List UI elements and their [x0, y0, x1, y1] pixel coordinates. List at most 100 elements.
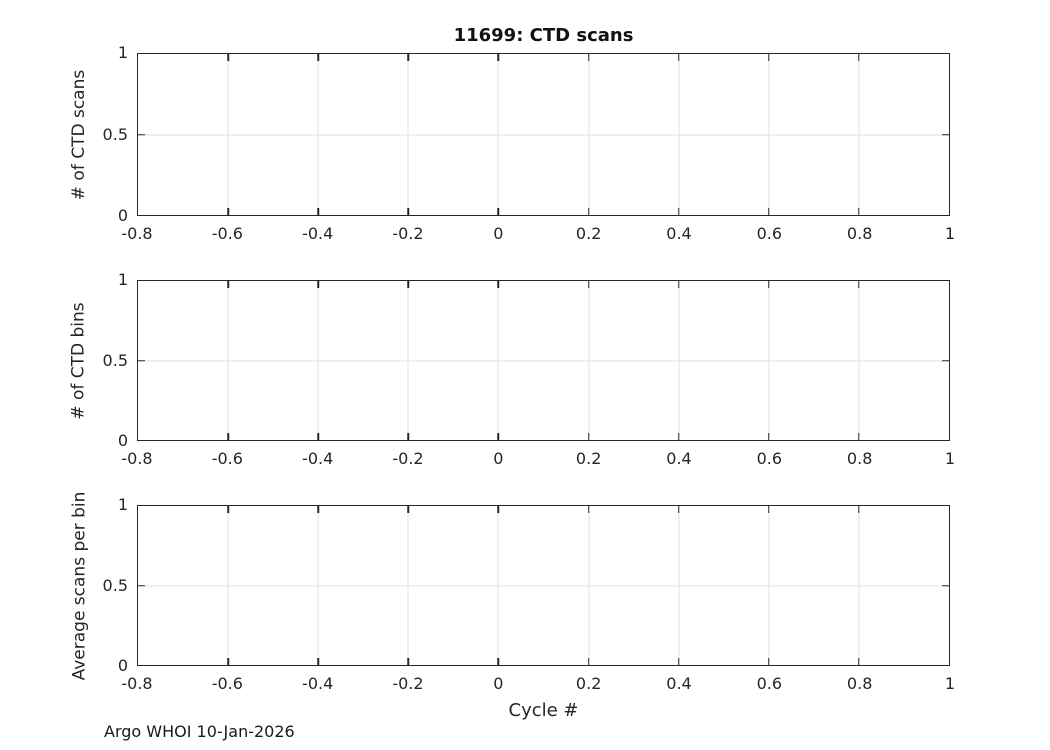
y-tick-mark — [942, 584, 949, 587]
x-tick-mark — [587, 208, 590, 215]
x-tick-label: 0.2 — [575, 449, 602, 468]
x-tick-mark — [768, 506, 770, 513]
y-tick-label: 0 — [117, 206, 128, 225]
y-gridline — [138, 585, 949, 586]
x-tick-mark — [407, 208, 410, 215]
x-tick-mark — [858, 208, 860, 215]
x-tick-mark — [497, 208, 500, 215]
x-tick-mark — [677, 54, 680, 61]
x-tick-label: 0 — [493, 224, 504, 243]
x-tick-label: 0.4 — [666, 224, 692, 243]
x-tick-mark — [677, 281, 680, 288]
x-tick-mark — [858, 658, 860, 665]
subplot-ctd-scans: # of CTD scans 0 0.5 1 -0.8 -0.6 -0.4 -0.2 0 0.… — [0, 45, 1050, 243]
x-tick-label: -0.6 — [211, 224, 243, 243]
y-tick-label: 0 — [117, 431, 128, 450]
y-tick-mark — [138, 133, 145, 136]
x-tick-mark — [858, 433, 860, 440]
x-tick-label: 0.8 — [846, 449, 873, 468]
x-tick-label: 0.2 — [575, 224, 602, 243]
x-tick-labels: -0.8 -0.6 -0.4 -0.2 0 0.2 0.4 0.6 0.8 1 — [121, 674, 955, 697]
x-tick-mark — [497, 433, 500, 440]
x-tick-mark — [407, 281, 410, 288]
y-tick-labels: 0 0.5 1 — [0, 272, 128, 449]
x-tick-label: -0.4 — [302, 674, 334, 693]
y-tick-label: 1 — [117, 43, 128, 62]
figure-title: 11699: CTD scans — [453, 25, 634, 46]
x-tick-label: -0.2 — [392, 224, 424, 243]
x-tick-label: -0.2 — [392, 674, 424, 693]
x-tick-label: -0.8 — [121, 449, 153, 468]
x-tick-label: -0.8 — [121, 674, 153, 693]
x-tick-mark — [317, 658, 319, 665]
x-tick-mark — [407, 658, 410, 665]
x-tick-mark — [858, 54, 860, 61]
x-tick-mark — [677, 208, 680, 215]
x-tick-mark — [407, 433, 410, 440]
x-tick-label: 0.6 — [756, 224, 783, 243]
x-tick-mark — [587, 506, 590, 513]
x-tick-mark — [497, 54, 500, 61]
x-tick-mark — [227, 506, 229, 513]
plot-area — [137, 280, 950, 441]
x-tick-mark — [227, 433, 229, 440]
y-gridline — [138, 360, 949, 361]
y-tick-label: 0.5 — [102, 350, 128, 370]
x-tick-label: 0.8 — [846, 674, 873, 693]
x-tick-mark — [587, 433, 590, 440]
x-tick-label: -0.8 — [121, 224, 153, 243]
x-tick-mark — [317, 281, 319, 288]
x-tick-mark — [768, 433, 770, 440]
x-tick-label: 0.6 — [756, 449, 783, 468]
x-tick-label: 0.4 — [666, 674, 692, 693]
x-tick-label: 0.8 — [846, 224, 873, 243]
x-tick-mark — [227, 658, 229, 665]
y-tick-labels: 0 0.5 1 — [0, 497, 128, 674]
x-tick-label: 1 — [944, 224, 956, 243]
y-tick-mark — [138, 359, 145, 362]
x-tick-labels: -0.8 -0.6 -0.4 -0.2 0 0.2 0.4 0.6 0.8 1 — [121, 224, 955, 247]
x-tick-mark — [407, 506, 410, 513]
x-tick-label: -0.4 — [302, 224, 334, 243]
x-tick-label: 0.2 — [575, 674, 602, 693]
x-tick-mark — [227, 281, 229, 288]
x-tick-mark — [317, 54, 319, 61]
x-tick-mark — [768, 208, 770, 215]
x-tick-mark — [587, 658, 590, 665]
subplot-ctd-bins: # of CTD bins 0 0.5 1 -0.8 -0.6 -0.4 -0.2 0 0.2… — [0, 272, 1050, 468]
x-tick-mark — [407, 54, 410, 61]
x-tick-mark — [317, 506, 319, 513]
footer-annotation: Argo WHOI 10-Jan-2026 — [104, 722, 295, 741]
x-tick-label: 0.6 — [756, 674, 783, 693]
x-tick-mark — [677, 433, 680, 440]
x-tick-mark — [317, 208, 319, 215]
y-gridline — [138, 134, 949, 135]
y-tick-label: 0.5 — [102, 124, 128, 144]
x-tick-label: 0 — [493, 674, 504, 693]
y-tick-label: 0.5 — [102, 575, 128, 595]
plot-area — [137, 53, 950, 216]
x-tick-label: 0.4 — [666, 449, 692, 468]
y-tick-label: 1 — [117, 270, 128, 289]
x-tick-mark — [858, 506, 860, 513]
x-tick-mark — [858, 281, 860, 288]
x-tick-label: -0.6 — [211, 674, 243, 693]
y-tick-label: 0 — [117, 656, 128, 675]
x-tick-mark — [497, 281, 500, 288]
y-tick-label: 1 — [117, 495, 128, 514]
x-tick-labels: -0.8 -0.6 -0.4 -0.2 0 0.2 0.4 0.6 0.8 1 — [121, 449, 955, 472]
x-tick-label: -0.2 — [392, 449, 424, 468]
x-tick-mark — [768, 281, 770, 288]
x-tick-mark — [497, 506, 500, 513]
y-tick-labels: 0 0.5 1 — [0, 45, 128, 224]
x-tick-label: -0.6 — [211, 449, 243, 468]
x-tick-label: 1 — [944, 674, 956, 693]
x-tick-mark — [677, 658, 680, 665]
x-tick-label: 0 — [493, 449, 504, 468]
x-tick-mark — [227, 54, 229, 61]
x-tick-label: -0.4 — [302, 449, 334, 468]
x-tick-mark — [587, 54, 590, 61]
x-tick-mark — [677, 506, 680, 513]
x-tick-mark — [497, 658, 500, 665]
